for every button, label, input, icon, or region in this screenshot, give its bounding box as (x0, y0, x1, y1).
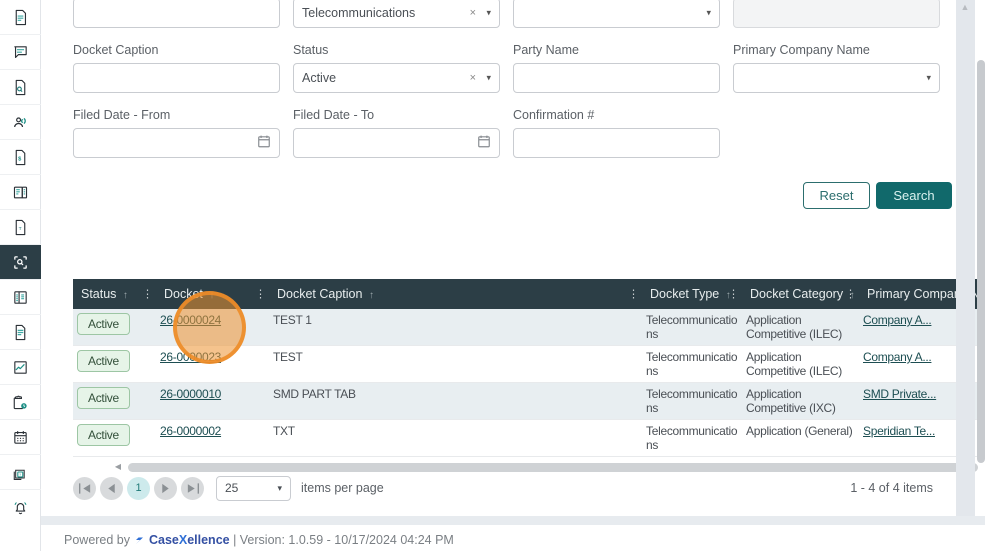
svg-text:?: ? (19, 472, 21, 476)
svg-text:T: T (19, 225, 22, 231)
svg-text:$: $ (18, 156, 22, 162)
